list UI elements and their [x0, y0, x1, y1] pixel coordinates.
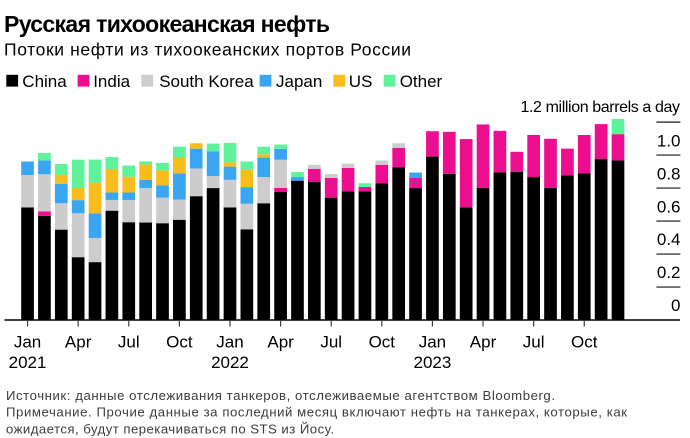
svg-text:Apr: Apr	[470, 333, 497, 352]
svg-text:0.2: 0.2	[657, 263, 681, 282]
svg-text:2021: 2021	[9, 353, 47, 372]
svg-text:Jan: Jan	[14, 333, 41, 352]
svg-text:China: China	[22, 72, 67, 91]
svg-text:Oct: Oct	[369, 333, 396, 352]
svg-text:0.4: 0.4	[657, 230, 681, 249]
svg-text:Jul: Jul	[320, 333, 342, 352]
svg-text:1.0: 1.0	[657, 131, 681, 150]
svg-text:Потоки нефти из тихоокеанских: Потоки нефти из тихоокеанских портов Рос…	[4, 40, 411, 60]
svg-text:ожидается, будут перекачиватьс: ожидается, будут перекачиваться по STS и…	[6, 421, 334, 436]
svg-text:India: India	[93, 72, 130, 91]
svg-text:2023: 2023	[414, 353, 452, 372]
svg-text:Japan: Japan	[276, 72, 322, 91]
svg-text:1.2 million barrels a day: 1.2 million barrels a day	[521, 99, 681, 116]
svg-text:Источник: данные отслеживания: Источник: данные отслеживания танкеров, …	[6, 388, 555, 403]
svg-text:2022: 2022	[211, 353, 249, 372]
svg-text:Oct: Oct	[571, 333, 598, 352]
svg-text:Jul: Jul	[118, 333, 140, 352]
svg-text:Apr: Apr	[267, 333, 294, 352]
svg-text:US: US	[349, 72, 373, 91]
svg-text:Русская тихоокеанская нефть: Русская тихоокеанская нефть	[4, 11, 330, 37]
svg-text:Jul: Jul	[523, 333, 545, 352]
svg-text:Примечание. Прочие данные за п: Примечание. Прочие данные за последний м…	[6, 405, 627, 420]
svg-text:Jan: Jan	[216, 333, 243, 352]
svg-text:Apr: Apr	[65, 333, 92, 352]
svg-text:0.8: 0.8	[657, 164, 681, 183]
svg-text:0.6: 0.6	[657, 197, 681, 216]
svg-text:Other: Other	[400, 72, 443, 91]
svg-text:Jan: Jan	[419, 333, 446, 352]
svg-text:Oct: Oct	[166, 333, 193, 352]
svg-text:0: 0	[671, 296, 680, 315]
svg-text:South Korea: South Korea	[159, 72, 254, 91]
